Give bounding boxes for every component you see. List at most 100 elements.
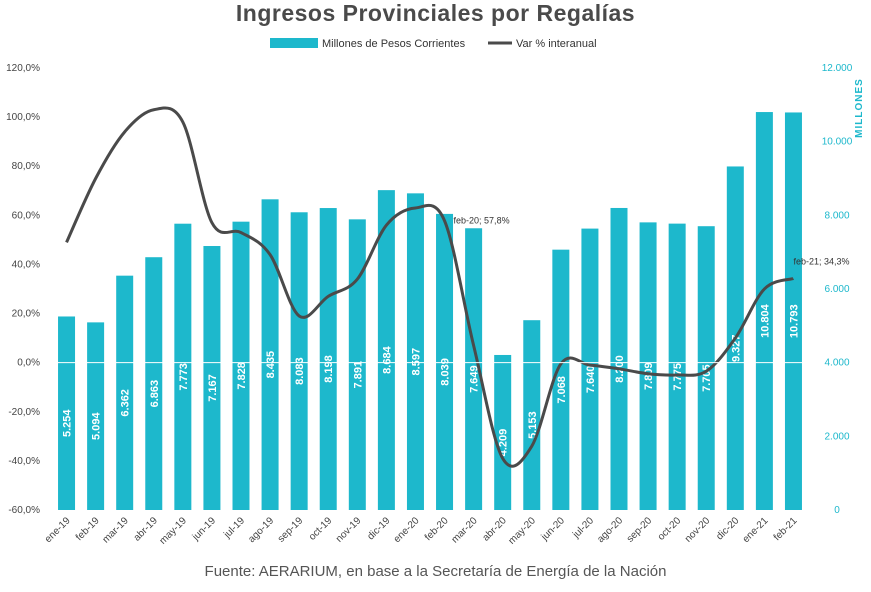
x-tick-label: nov-20 — [683, 515, 713, 545]
x-tick-label: dic-20 — [714, 515, 741, 542]
left-tick-label: 120,0% — [6, 63, 40, 74]
bar-series: 5.254 5.094 6.362 6.863 7.773 7.167 7.828 8.435… — [58, 112, 802, 511]
x-tick-label: feb-20 — [423, 515, 451, 543]
right-tick-label: 8.000 — [824, 210, 849, 221]
x-tick-label: may-20 — [507, 515, 539, 547]
right-tick-label: 0 — [834, 505, 840, 516]
x-tick-label: may-19 — [158, 515, 190, 547]
x-tick-label: ago-20 — [595, 515, 625, 545]
bar — [494, 354, 512, 510]
right-axis: MILLONES 0 2.000 4.000 6.000 8.000 10.000 12.0… — [822, 63, 865, 516]
bar — [639, 222, 657, 510]
left-tick-label: -40,0% — [8, 456, 40, 467]
bar — [465, 228, 483, 510]
bar — [552, 249, 570, 511]
annotations: feb-20; 57,8% feb-21; 34,3% — [454, 216, 850, 279]
bar — [436, 213, 454, 510]
bar-value-label: 6.863 — [149, 380, 161, 408]
right-tick-label: 6.000 — [824, 284, 849, 295]
bar-value-label: 5.254 — [62, 409, 74, 437]
bar — [232, 221, 250, 510]
bar-value-label: 7.649 — [469, 365, 481, 393]
x-tick-label: oct-20 — [656, 515, 684, 543]
x-tick-label: feb-19 — [74, 515, 102, 543]
legend-bar-swatch — [270, 38, 318, 48]
bar-value-label: 8.039 — [440, 358, 452, 386]
x-tick-label: ene-19 — [43, 515, 73, 545]
x-tick-label: abr-20 — [481, 515, 510, 544]
annotation-leader — [790, 266, 794, 279]
x-tick-label: abr-19 — [132, 515, 161, 544]
left-tick-label: 40,0% — [12, 259, 40, 270]
source-note: Fuente: AERARIUM, en base a la Secretarí… — [204, 563, 667, 580]
bar-value-label: 7.167 — [207, 374, 219, 402]
left-tick-label: 100,0% — [6, 112, 40, 123]
left-tick-label: -60,0% — [8, 505, 40, 516]
right-tick-label: 12.000 — [822, 63, 853, 74]
x-tick-label: jun-20 — [539, 515, 567, 543]
annotation-label: feb-21; 34,3% — [793, 256, 849, 266]
var-line — [65, 106, 794, 468]
bar — [348, 219, 366, 511]
right-tick-label: 4.000 — [824, 358, 849, 369]
x-tick-label: oct-19 — [307, 515, 335, 543]
bar — [203, 246, 221, 510]
x-tick-label: jul-19 — [221, 515, 247, 541]
bar — [58, 316, 76, 510]
bar-value-label: 7.891 — [352, 361, 364, 389]
x-tick-label: nov-19 — [334, 515, 364, 545]
x-tick-label: dic-19 — [365, 515, 392, 542]
legend: Millones de Pesos Corrientes Var % inter… — [270, 38, 597, 50]
bar-value-label: 7.068 — [556, 376, 568, 404]
bar — [174, 223, 192, 510]
bar — [406, 193, 424, 511]
x-tick-label: sep-20 — [625, 515, 655, 545]
left-tick-label: 0,0% — [17, 358, 40, 369]
bar — [145, 257, 163, 510]
line-series — [65, 106, 794, 468]
left-tick-label: 80,0% — [12, 161, 40, 172]
right-axis-title: MILLONES — [854, 78, 865, 138]
bar — [377, 190, 395, 510]
legend-bar-label: Millones de Pesos Corrientes — [322, 38, 466, 50]
x-tick-label: ago-19 — [246, 515, 276, 545]
left-axis: -60,0% -40,0% -20,0% 0,0% 20,0% 40,0% 60,0% 80,… — [6, 63, 40, 516]
bar-value-label: 8.435 — [265, 351, 277, 379]
chart-title: Ingresos Provinciales por Regalías — [235, 0, 636, 26]
right-tick-label: 10.000 — [822, 137, 853, 148]
bar — [290, 212, 308, 510]
bar — [581, 228, 599, 511]
bar — [755, 112, 773, 510]
x-tick-label: ene-21 — [741, 515, 771, 545]
x-tick-label: jul-20 — [570, 515, 596, 541]
x-tick-label: mar-20 — [450, 515, 480, 545]
bar-value-label: 10.804 — [759, 303, 771, 338]
bar — [784, 112, 802, 511]
bar-value-label: 8.198 — [323, 355, 335, 383]
bar — [319, 208, 337, 510]
bar — [261, 199, 279, 510]
bar — [87, 322, 105, 510]
left-tick-label: 20,0% — [12, 309, 40, 320]
bar-value-label: 10.793 — [788, 304, 800, 338]
x-tick-label: mar-19 — [101, 515, 131, 545]
bar-value-label: 4.209 — [498, 429, 510, 457]
x-tick-label: feb-21 — [772, 515, 800, 543]
bar — [116, 275, 134, 510]
bar-value-label: 7.828 — [236, 362, 248, 390]
legend-line-label: Var % interanual — [516, 38, 597, 50]
right-tick-label: 2.000 — [824, 431, 849, 442]
bar-value-label: 7.775 — [672, 363, 684, 391]
bar-value-label: 6.362 — [120, 389, 132, 417]
bar — [697, 226, 715, 511]
bar-value-label: 8.684 — [381, 345, 393, 373]
left-tick-label: 60,0% — [12, 210, 40, 221]
bar-value-label: 8.597 — [410, 348, 422, 376]
bar-value-label: 8.083 — [294, 357, 306, 385]
left-tick-label: -20,0% — [8, 407, 40, 418]
x-tick-label: ene-20 — [392, 515, 422, 545]
bar-value-label: 7.773 — [178, 363, 190, 391]
bar-value-label: 7.809 — [643, 362, 655, 390]
